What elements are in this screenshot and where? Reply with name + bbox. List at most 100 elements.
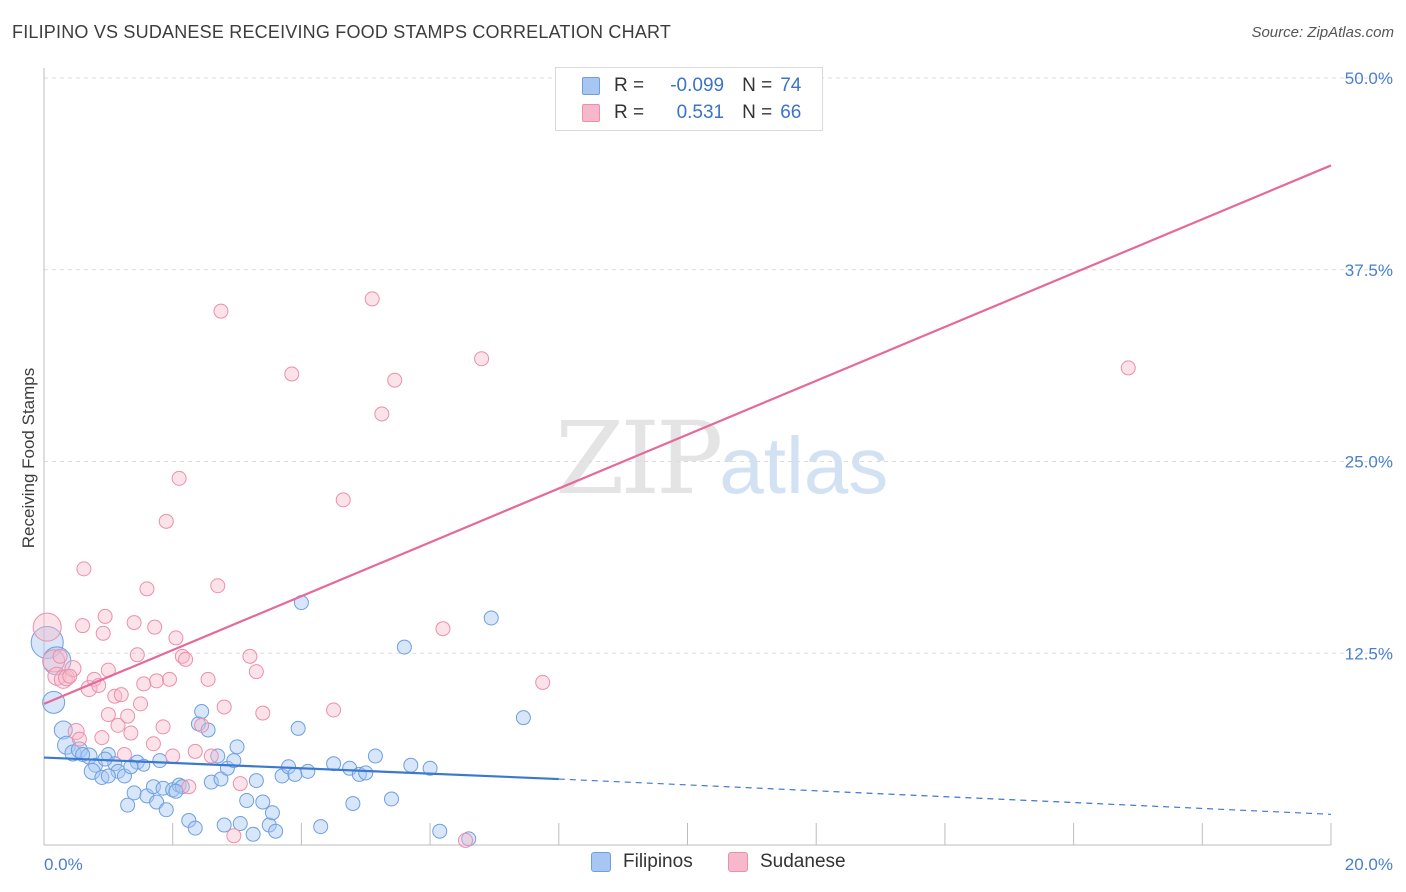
watermark-atlas: atlas [719, 421, 889, 510]
point-sudanese [435, 621, 451, 637]
legend-r-value: 0.531 [676, 102, 725, 123]
point-sudanese [133, 696, 149, 712]
point-sudanese [171, 470, 187, 486]
legend-swatch-sudanese [582, 104, 600, 122]
point-sudanese [1120, 360, 1136, 376]
point-sudanese [136, 676, 152, 692]
point-filipinos [248, 773, 264, 789]
point-sudanese [255, 705, 271, 721]
legend-row-filipinos: R = -0.099 N = 74 [556, 73, 801, 99]
point-sudanese [457, 832, 473, 848]
point-sudanese [168, 630, 184, 646]
x-tick-label: 20.0% [1345, 855, 1393, 874]
point-sudanese [181, 779, 197, 795]
point-sudanese [226, 828, 242, 844]
x-tick-label: 0.0% [44, 855, 83, 874]
point-filipinos [239, 793, 255, 809]
point-sudanese [71, 731, 87, 747]
point-filipinos [181, 812, 197, 828]
point-filipinos [396, 639, 412, 655]
point-filipinos [145, 779, 161, 795]
point-sudanese [474, 351, 490, 367]
point-filipinos [403, 757, 419, 773]
point-sudanese [52, 648, 68, 664]
point-filipinos [367, 748, 383, 764]
point-filipinos [100, 768, 116, 784]
bottom-legend-swatch-filipinos [591, 852, 611, 872]
y-tick-label: 37.5% [1345, 261, 1393, 280]
y-tick-label: 12.5% [1345, 644, 1393, 663]
point-sudanese [123, 725, 139, 741]
point-filipinos [216, 817, 232, 833]
point-filipinos [515, 710, 531, 726]
trendline-filipinos [43, 756, 559, 781]
legend-n-label: N = [742, 75, 773, 96]
legend-r-value: -0.099 [670, 75, 725, 96]
point-sudanese [213, 303, 229, 319]
point-sudanese [248, 664, 264, 680]
point-sudanese [194, 717, 210, 733]
point-sudanese [216, 699, 232, 715]
legend-n-label: N = [742, 102, 773, 123]
point-sudanese [126, 615, 142, 631]
bottom-legend-label-sudanese: Sudanese [760, 851, 846, 872]
point-sudanese [187, 743, 203, 759]
point-filipinos [345, 796, 361, 812]
correlation-legend: R = -0.099 N = 74 R = 0.531 N = 66 [555, 67, 823, 131]
point-filipinos [120, 797, 136, 813]
point-filipinos [152, 753, 168, 769]
point-sudanese [178, 651, 194, 667]
trendline-sudanese [43, 164, 1332, 705]
watermark-zip: ZIP [555, 400, 723, 517]
legend-n-value: 66 [780, 102, 802, 123]
point-sudanese [200, 671, 216, 687]
point-filipinos [123, 759, 139, 775]
legend-row-sudanese: R = 0.531 N = 66 [556, 100, 801, 126]
point-sudanese [97, 608, 113, 624]
point-filipinos [83, 762, 101, 780]
y-tick-label: 25.0% [1345, 453, 1393, 472]
y-axis-label: Receiving Food Stamps [19, 368, 38, 548]
point-sudanese [535, 674, 551, 690]
point-filipinos [229, 739, 245, 755]
point-filipinos [203, 774, 219, 790]
bottom-legend-sudanese: Sudanese [728, 851, 846, 873]
point-filipinos [126, 785, 142, 801]
point-filipinos [290, 720, 306, 736]
point-filipinos [287, 766, 303, 782]
point-sudanese [165, 748, 181, 764]
point-filipinos [187, 820, 203, 836]
point-filipinos [261, 817, 277, 833]
point-filipinos [383, 791, 399, 807]
point-sudanese [116, 746, 132, 762]
point-filipinos [210, 748, 226, 764]
bottom-legend-swatch-sudanese [728, 852, 748, 872]
trendline-extension-filipinos [558, 778, 1332, 815]
point-sudanese [161, 671, 177, 687]
legend-r-label: R = [614, 75, 645, 96]
point-sudanese [129, 647, 145, 663]
point-filipinos [226, 753, 242, 769]
point-sudanese [158, 513, 174, 529]
point-filipinos [245, 826, 261, 842]
point-filipinos [268, 823, 284, 839]
legend-r-label: R = [614, 102, 645, 123]
point-sudanese [113, 687, 129, 703]
point-sudanese [100, 707, 116, 723]
point-filipinos [158, 802, 174, 818]
point-sudanese [335, 492, 351, 508]
point-filipinos [358, 765, 374, 781]
point-sudanese [32, 612, 62, 642]
point-filipinos [313, 819, 329, 835]
point-filipinos [194, 704, 210, 720]
point-sudanese [284, 366, 300, 382]
point-sudanese [326, 702, 342, 718]
point-sudanese [120, 708, 136, 724]
watermark: ZIPatlas [555, 400, 888, 517]
point-sudanese [94, 730, 110, 746]
point-sudanese [210, 578, 226, 594]
point-sudanese [203, 748, 219, 764]
point-filipinos [300, 763, 316, 779]
point-filipinos [432, 823, 448, 839]
point-sudanese [242, 648, 258, 664]
